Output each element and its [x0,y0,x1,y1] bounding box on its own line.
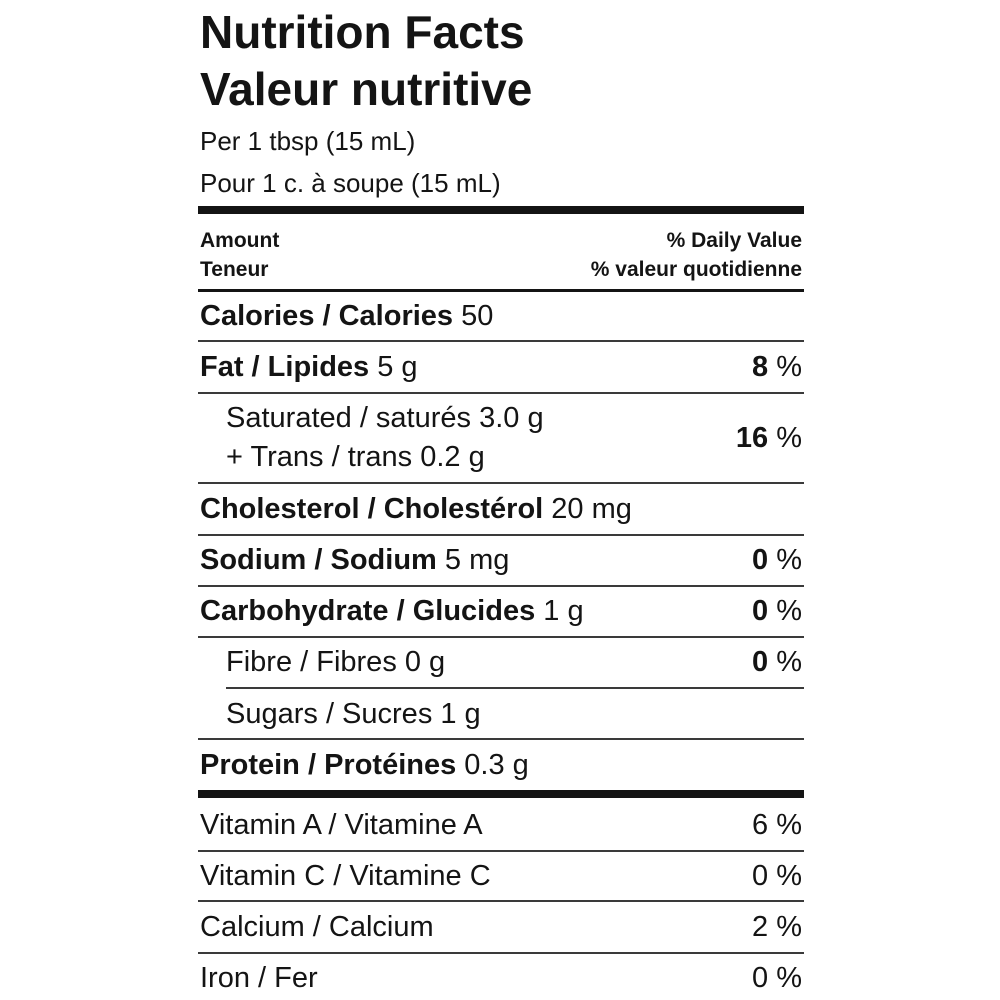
trans-label: + Trans / trans 0.2 g [226,441,485,473]
serving-size-english: Per 1 tbsp (15 mL) [200,126,416,156]
fat-dv: 8 [752,351,769,383]
divider-indented [226,687,804,689]
carbohydrate-label: Carbohydrate / Glucides [200,595,536,627]
divider [198,340,804,342]
percent-sign: % [776,422,802,454]
fat-label: Fat / Lipides [200,351,370,383]
saturated-dv: 16 [735,422,769,454]
carbohydrate-amount: 1 g [543,595,584,627]
calcium-label: Calcium / Calcium [200,911,434,943]
divider [198,850,804,852]
protein-label: Protein / Protéines [200,749,457,781]
sodium-amount: 5 mg [444,544,510,576]
percent-sign: % [776,351,802,383]
saturated-label: Saturated / saturés 3.0 g [226,402,544,434]
percent-sign: % [776,595,802,627]
divider-thick [198,206,804,214]
divider [198,289,804,292]
percent-sign: % [776,544,802,576]
calcium-dv: 2 % [752,911,802,943]
divider [198,534,804,536]
divider [198,738,804,740]
daily-value-header: % Daily Value [666,229,802,252]
carbohydrate-dv: 0 [752,595,769,627]
divider [198,636,804,638]
sodium-dv: 0 [752,544,769,576]
protein-amount: 0.3 g [464,749,529,781]
title-french: Valeur nutritive [200,63,533,115]
iron-label: Iron / Fer [200,962,318,994]
calories-amount: 50 [461,300,494,332]
divider [198,585,804,587]
amount-header-fr: Teneur [200,258,269,281]
cholesterol-label: Cholesterol / Cholestérol [200,493,544,525]
divider [198,900,804,902]
title-english: Nutrition Facts [200,6,525,58]
amount-header: Amount [200,229,280,252]
vitamin-c-dv: 0 % [752,860,802,892]
percent-sign: % [776,646,802,678]
calories-label: Calories / Calories [200,300,454,332]
fat-amount: 5 g [377,351,418,383]
divider-thick [198,790,804,798]
divider [198,392,804,394]
divider [198,952,804,954]
cholesterol-amount: 20 mg [551,493,632,525]
daily-value-header-fr: % valeur quotidienne [590,258,802,281]
divider [198,482,804,484]
fibre-dv: 0 [752,646,769,678]
serving-size-french: Pour 1 c. à soupe (15 mL) [200,168,501,198]
vitamin-c-label: Vitamin C / Vitamine C [200,860,491,892]
vitamin-a-label: Vitamin A / Vitamine A [200,809,483,841]
sugars-label: Sugars / Sucres 1 g [226,698,481,730]
fibre-label: Fibre / Fibres 0 g [226,646,446,678]
iron-dv: 0 % [752,962,802,994]
vitamin-a-dv: 6 % [752,809,802,841]
sodium-label: Sodium / Sodium [200,544,437,576]
